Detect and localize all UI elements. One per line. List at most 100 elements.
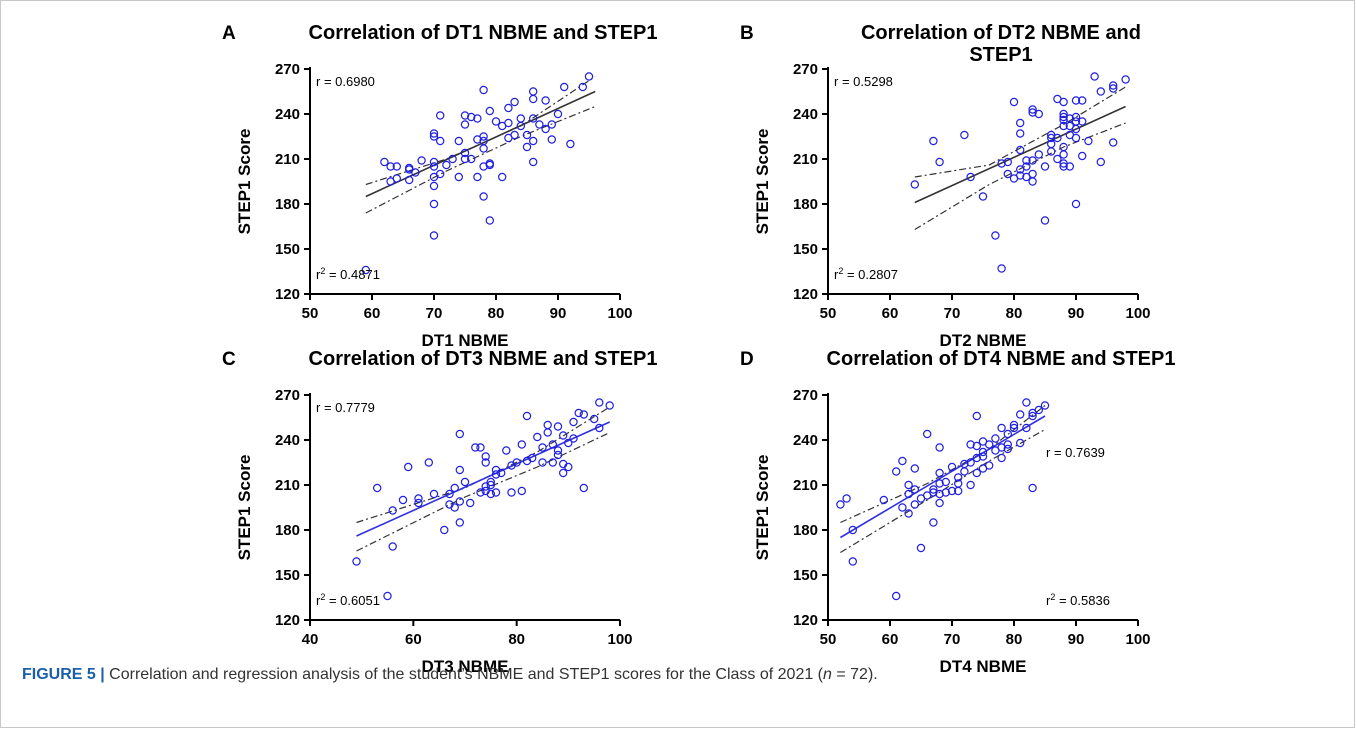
data-point-a-61 (529, 94, 538, 104)
x-tick-label-c-100: 100 (607, 631, 632, 648)
data-point-c-56 (559, 468, 568, 478)
data-point-a-40 (479, 132, 488, 141)
y-tick-label-c-270: 270 (275, 387, 300, 404)
y-axis-label-a: STEP1 Score (235, 129, 254, 235)
data-point-c-14 (445, 489, 454, 499)
data-point-c-45 (528, 453, 537, 463)
data-point-a-17 (429, 157, 439, 167)
y-tick-label-b-270: 270 (793, 61, 818, 78)
data-point-a-30 (460, 111, 470, 120)
data-point-b-36 (1053, 133, 1062, 143)
x-axis-label-b: DT2 NBME (940, 331, 1027, 350)
data-point-b-8 (997, 264, 1006, 273)
caption-text-end: = 72). (831, 666, 878, 683)
data-point-c-25 (476, 488, 485, 497)
y-tick-label-d-180: 180 (793, 522, 818, 539)
data-point-d-30 (947, 486, 957, 496)
data-point-c-42 (517, 440, 526, 449)
confidence-band-upper-b (914, 86, 1126, 178)
data-point-a-57 (522, 130, 532, 140)
data-point-a-25 (454, 172, 463, 182)
data-point-d-8 (898, 503, 907, 512)
y-tick-label-a-150: 150 (275, 241, 300, 258)
r-value-a: r = 0.6980 (316, 74, 375, 89)
data-point-a-72 (584, 72, 594, 81)
data-point-a-59 (529, 136, 538, 146)
r-value-d: r = 0.7639 (1046, 445, 1105, 460)
data-point-c-5 (388, 506, 397, 515)
data-point-c-1 (352, 557, 361, 566)
regression-line-a (365, 90, 596, 198)
data-point-a-5 (392, 174, 401, 183)
data-point-c-49 (543, 428, 552, 437)
data-point-a-36 (479, 192, 488, 201)
x-tick-label-d-50: 50 (820, 631, 837, 648)
data-point-b-58 (1078, 117, 1087, 126)
y-axis-label-b: STEP1 Score (753, 129, 772, 235)
confidence-band-lower-c (356, 431, 610, 552)
data-point-d-55 (1003, 444, 1012, 454)
data-point-d-35 (960, 467, 969, 476)
data-point-d-40 (972, 468, 981, 478)
data-point-a-31 (467, 154, 476, 164)
confidence-band-lower-b (914, 122, 1126, 231)
data-point-c-17 (455, 518, 464, 527)
data-point-d-41 (972, 453, 981, 463)
data-point-b-6 (978, 192, 988, 201)
data-point-b-42 (1059, 121, 1068, 131)
data-point-b-32 (1047, 139, 1056, 149)
data-point-b-28 (1034, 109, 1043, 119)
data-point-b-21 (1022, 156, 1031, 165)
x-tick-label-d-100: 100 (1125, 631, 1150, 648)
data-point-c-60 (564, 438, 573, 448)
data-point-d-11 (904, 489, 913, 499)
data-point-a-56 (522, 142, 532, 152)
chart-title-c: Correlation of DT3 NBME and STEP1 (309, 348, 658, 370)
data-point-a-38 (479, 144, 488, 153)
data-point-a-58 (529, 157, 538, 167)
chart-title-a: Correlation of DT1 NBME and STEP1 (309, 22, 658, 44)
data-point-d-24 (935, 489, 944, 499)
data-point-d-15 (910, 464, 919, 473)
data-point-d-43 (972, 411, 981, 421)
y-tick-label-a-120: 120 (275, 286, 300, 303)
x-tick-label-c-40: 40 (302, 631, 319, 648)
data-point-c-11 (429, 489, 439, 499)
data-point-b-61 (1090, 72, 1099, 81)
data-point-c-4 (388, 542, 397, 551)
data-point-d-51 (991, 434, 1000, 443)
data-point-a-47 (498, 172, 507, 182)
data-point-a-18 (429, 132, 439, 141)
y-tick-label-b-180: 180 (793, 196, 818, 213)
data-point-b-46 (1059, 97, 1068, 107)
data-point-d-62 (1022, 423, 1031, 433)
data-point-b-35 (1053, 154, 1062, 164)
data-point-c-24 (476, 443, 485, 452)
data-point-c-2 (372, 483, 382, 493)
data-point-d-19 (922, 429, 932, 439)
data-point-a-45 (485, 106, 494, 116)
data-point-d-23 (935, 498, 944, 508)
data-point-c-47 (538, 458, 547, 467)
data-point-b-22 (1028, 177, 1037, 186)
data-point-b-17 (1016, 129, 1025, 138)
data-point-a-65 (541, 96, 550, 105)
y-tick-label-b-150: 150 (793, 241, 818, 258)
data-point-d-33 (953, 479, 963, 488)
data-point-d-6 (891, 591, 901, 601)
data-point-b-44 (1059, 112, 1068, 122)
data-point-a-53 (510, 97, 519, 107)
data-point-c-62 (569, 417, 578, 427)
data-point-a-12 (429, 231, 439, 240)
x-tick-label-b-70: 70 (944, 305, 961, 322)
data-point-d-21 (929, 488, 938, 497)
data-point-c-19 (455, 465, 464, 475)
data-point-c-29 (481, 452, 490, 461)
data-point-c-28 (481, 458, 490, 467)
data-point-d-59 (1009, 420, 1019, 430)
data-point-c-61 (569, 434, 578, 443)
data-point-a-14 (429, 181, 439, 191)
data-point-c-50 (543, 420, 552, 430)
x-tick-label-a-80: 80 (488, 305, 505, 322)
figure-caption: FIGURE 5 | Correlation and regression an… (22, 665, 1322, 685)
